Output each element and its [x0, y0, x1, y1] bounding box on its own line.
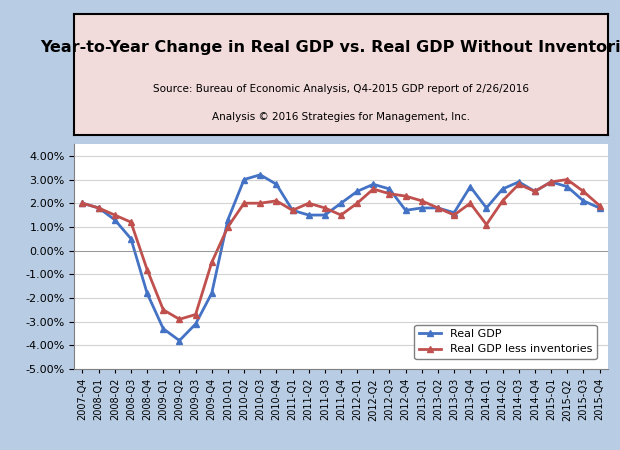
Real GDP: [289, 207, 296, 213]
Real GDP less inventories: [353, 201, 361, 206]
Real GDP: [192, 321, 199, 327]
Real GDP: [596, 205, 603, 211]
Real GDP less inventories: [159, 307, 167, 312]
Real GDP less inventories: [143, 267, 151, 272]
Real GDP less inventories: [289, 207, 296, 213]
Real GDP less inventories: [111, 212, 118, 218]
Real GDP: [208, 291, 216, 296]
Real GDP less inventories: [580, 189, 587, 194]
Real GDP: [353, 189, 361, 194]
Real GDP: [580, 198, 587, 203]
Real GDP less inventories: [273, 198, 280, 203]
Real GDP less inventories: [596, 203, 603, 208]
Real GDP less inventories: [192, 312, 199, 317]
Real GDP: [127, 236, 135, 242]
Real GDP less inventories: [466, 201, 474, 206]
Legend: Real GDP, Real GDP less inventories: Real GDP, Real GDP less inventories: [414, 324, 596, 359]
Real GDP less inventories: [386, 191, 393, 197]
Real GDP: [483, 205, 490, 211]
Real GDP: [305, 212, 312, 218]
Real GDP: [450, 210, 458, 216]
Real GDP: [402, 207, 409, 213]
Line: Real GDP less inventories: Real GDP less inventories: [80, 177, 602, 322]
Real GDP less inventories: [418, 198, 425, 203]
Real GDP less inventories: [241, 201, 248, 206]
Real GDP: [564, 184, 571, 189]
Text: Analysis © 2016 Strategies for Management, Inc.: Analysis © 2016 Strategies for Managemen…: [212, 112, 470, 122]
Real GDP less inventories: [175, 316, 183, 322]
Text: Source: Bureau of Economic Analysis, Q4-2015 GDP report of 2/26/2016: Source: Bureau of Economic Analysis, Q4-…: [153, 84, 529, 94]
Real GDP less inventories: [499, 198, 507, 203]
Real GDP: [241, 177, 248, 182]
Text: Year-to-Year Change in Real GDP vs. Real GDP Without Inventories: Year-to-Year Change in Real GDP vs. Real…: [40, 40, 620, 55]
Line: Real GDP: Real GDP: [80, 172, 602, 343]
Real GDP: [466, 184, 474, 189]
Real GDP less inventories: [95, 205, 102, 211]
Real GDP: [175, 338, 183, 343]
Real GDP less inventories: [547, 179, 555, 184]
Real GDP: [434, 205, 441, 211]
Real GDP less inventories: [321, 205, 329, 211]
Real GDP: [95, 205, 102, 211]
Real GDP less inventories: [402, 194, 409, 199]
Real GDP: [111, 217, 118, 222]
Real GDP less inventories: [208, 260, 216, 265]
Real GDP: [321, 212, 329, 218]
Real GDP: [547, 179, 555, 184]
Real GDP less inventories: [434, 205, 441, 211]
Real GDP less inventories: [257, 201, 264, 206]
Real GDP less inventories: [370, 186, 377, 192]
Real GDP less inventories: [305, 201, 312, 206]
Real GDP: [386, 186, 393, 192]
Real GDP less inventories: [224, 224, 232, 230]
Real GDP: [418, 205, 425, 211]
Real GDP less inventories: [515, 181, 523, 187]
Real GDP: [499, 186, 507, 192]
Real GDP less inventories: [483, 222, 490, 227]
Real GDP: [224, 217, 232, 222]
Real GDP: [79, 201, 86, 206]
Real GDP: [257, 172, 264, 177]
Real GDP: [273, 181, 280, 187]
Real GDP less inventories: [564, 177, 571, 182]
Real GDP less inventories: [531, 189, 539, 194]
Real GDP: [337, 201, 345, 206]
Real GDP: [143, 291, 151, 296]
Real GDP less inventories: [337, 212, 345, 218]
Real GDP less inventories: [450, 212, 458, 218]
Real GDP less inventories: [79, 201, 86, 206]
Real GDP: [370, 181, 377, 187]
Real GDP: [159, 326, 167, 332]
Real GDP: [515, 179, 523, 184]
Real GDP less inventories: [127, 220, 135, 225]
Real GDP: [531, 189, 539, 194]
